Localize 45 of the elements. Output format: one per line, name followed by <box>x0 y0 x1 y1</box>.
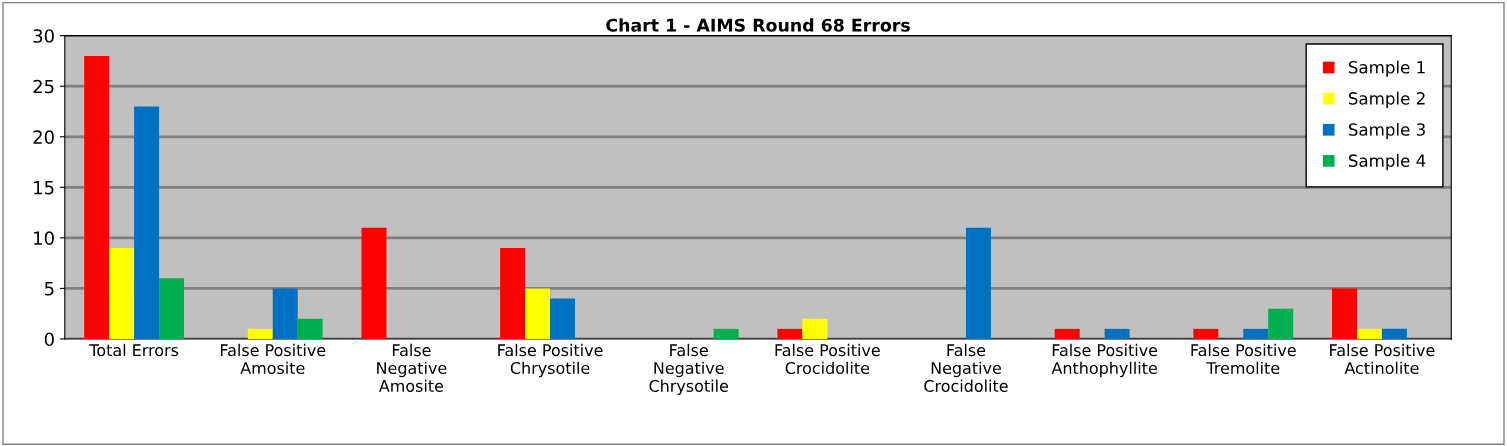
bar <box>272 288 298 339</box>
chart-title: Chart 1 - AIMS Round 68 Errors <box>606 18 910 32</box>
x-tick-label: False Positive Chrysotile <box>498 343 603 378</box>
bar <box>713 328 739 339</box>
x-tick-label: False Positive Tremolite <box>1191 343 1296 375</box>
legend-label: Sample 3 <box>1348 122 1425 140</box>
x-tick-label: False Positive Amosite <box>220 343 326 375</box>
bar <box>361 227 387 339</box>
x-tick-label: Total Errors <box>89 343 179 357</box>
legend-label: Sample 1 <box>1348 60 1425 77</box>
bar <box>1193 328 1219 339</box>
bar <box>1381 328 1407 339</box>
y-tick-label: 30 <box>33 29 54 43</box>
bar <box>777 328 803 339</box>
y-tick-label: 10 <box>34 231 54 245</box>
bar <box>109 247 135 339</box>
bar <box>500 247 526 339</box>
bar <box>84 55 110 339</box>
bar <box>802 318 828 339</box>
bar <box>965 227 991 339</box>
bar <box>1243 328 1269 339</box>
bar <box>550 298 576 339</box>
bar <box>1356 328 1382 339</box>
y-tick-label: 25 <box>33 79 54 94</box>
bar <box>159 278 185 339</box>
y-tick-label: 0 <box>44 332 54 347</box>
x-tick-label: False Positive Crocidolite <box>775 343 880 375</box>
bar <box>1104 328 1130 339</box>
x-tick-label: False Positive Anthophyllite <box>1051 343 1158 378</box>
x-tick-label: False Positive Actinolite <box>1330 343 1435 375</box>
bar <box>525 288 551 339</box>
x-tick-label: False Negative Chrysotile <box>649 343 729 396</box>
bar <box>1054 328 1080 339</box>
legend-label: Sample 4 <box>1348 154 1426 171</box>
legend-label: Sample 2 <box>1348 91 1425 108</box>
y-tick-label: 5 <box>44 282 54 296</box>
bar <box>1268 308 1294 339</box>
bar <box>297 318 323 339</box>
bar <box>247 328 273 339</box>
y-tick-label: 20 <box>33 130 54 144</box>
x-tick-label: False Negative Crocidolite <box>924 343 1008 392</box>
y-tick-label: 15 <box>34 181 54 195</box>
bar <box>134 106 160 339</box>
x-tick-label: False Negative Amosite <box>377 343 447 392</box>
bar <box>1332 288 1357 339</box>
